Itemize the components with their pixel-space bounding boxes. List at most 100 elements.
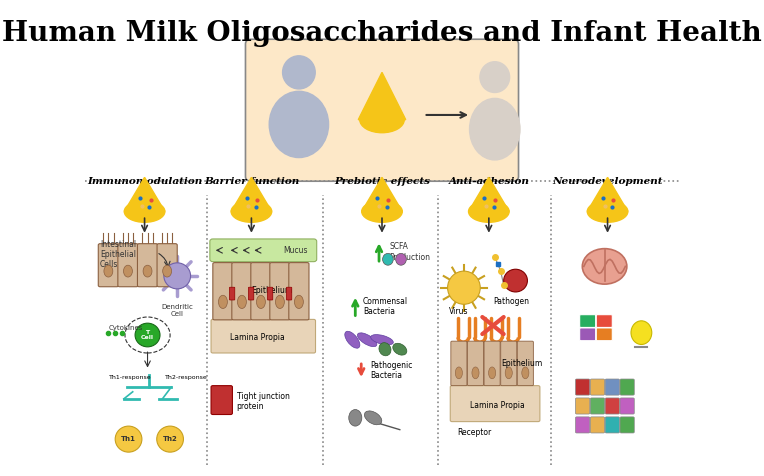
FancyBboxPatch shape (620, 417, 634, 433)
FancyBboxPatch shape (138, 244, 157, 287)
Polygon shape (468, 178, 509, 211)
Polygon shape (231, 178, 272, 211)
Ellipse shape (219, 295, 228, 308)
FancyBboxPatch shape (289, 263, 309, 320)
Ellipse shape (115, 426, 142, 452)
Ellipse shape (294, 295, 303, 308)
Ellipse shape (345, 331, 360, 348)
Ellipse shape (124, 265, 132, 277)
Ellipse shape (238, 295, 246, 308)
Polygon shape (358, 72, 406, 119)
FancyBboxPatch shape (575, 379, 590, 395)
Text: Lamina Propia: Lamina Propia (471, 401, 525, 410)
Text: Receptor: Receptor (457, 427, 491, 436)
Text: SCFA
Production: SCFA Production (389, 242, 430, 262)
Ellipse shape (383, 253, 393, 265)
Ellipse shape (472, 367, 479, 379)
FancyBboxPatch shape (575, 417, 590, 433)
Text: Human Milk Oligosaccharides and Infant Health: Human Milk Oligosaccharides and Infant H… (2, 20, 762, 47)
FancyBboxPatch shape (211, 319, 316, 353)
Ellipse shape (163, 265, 172, 277)
Ellipse shape (276, 295, 284, 308)
Text: Epithelium: Epithelium (251, 286, 293, 295)
Ellipse shape (143, 265, 152, 277)
FancyBboxPatch shape (580, 315, 596, 327)
Ellipse shape (361, 201, 403, 222)
Text: Pathogen: Pathogen (494, 297, 529, 306)
FancyBboxPatch shape (605, 417, 620, 433)
Ellipse shape (269, 91, 329, 158)
FancyBboxPatch shape (286, 287, 292, 300)
Text: Epithelium: Epithelium (501, 359, 542, 368)
Ellipse shape (371, 335, 393, 345)
Polygon shape (361, 178, 403, 211)
Text: Th2-response: Th2-response (165, 375, 208, 380)
FancyBboxPatch shape (620, 398, 634, 414)
Text: Th2: Th2 (163, 436, 177, 442)
FancyBboxPatch shape (229, 287, 235, 300)
Polygon shape (125, 178, 165, 211)
FancyBboxPatch shape (484, 341, 500, 386)
Ellipse shape (283, 56, 316, 89)
FancyBboxPatch shape (605, 379, 620, 395)
Ellipse shape (480, 62, 510, 92)
Text: Th1: Th1 (121, 436, 136, 442)
Text: T
Cell: T Cell (141, 329, 154, 340)
FancyBboxPatch shape (591, 398, 604, 414)
FancyBboxPatch shape (605, 398, 620, 414)
FancyBboxPatch shape (99, 244, 118, 287)
Ellipse shape (455, 367, 462, 379)
Ellipse shape (470, 99, 520, 160)
FancyBboxPatch shape (500, 341, 516, 386)
Ellipse shape (448, 271, 481, 304)
Text: Pathogenic
Bacteria: Pathogenic Bacteria (370, 361, 413, 380)
FancyBboxPatch shape (620, 379, 634, 395)
Ellipse shape (125, 201, 165, 222)
Polygon shape (588, 178, 628, 211)
Ellipse shape (364, 411, 382, 425)
Ellipse shape (488, 367, 496, 379)
Ellipse shape (468, 201, 509, 222)
Ellipse shape (257, 295, 265, 308)
Text: Lamina Propia: Lamina Propia (230, 333, 285, 342)
FancyBboxPatch shape (267, 287, 273, 300)
FancyBboxPatch shape (157, 244, 177, 287)
Text: Commensal
Bacteria: Commensal Bacteria (363, 297, 408, 317)
FancyBboxPatch shape (210, 239, 317, 262)
Text: Th1-response: Th1-response (109, 375, 151, 380)
Ellipse shape (360, 107, 404, 133)
FancyBboxPatch shape (248, 287, 254, 300)
FancyBboxPatch shape (451, 341, 467, 386)
Text: Dendritic
Cell: Dendritic Cell (161, 304, 193, 317)
Text: Immunomodulation: Immunomodulation (87, 177, 202, 186)
Text: Neurodevelopment: Neurodevelopment (552, 177, 663, 186)
Ellipse shape (163, 263, 190, 289)
Ellipse shape (157, 426, 183, 452)
Ellipse shape (503, 269, 527, 292)
Text: Anti-adhesion: Anti-adhesion (448, 177, 529, 186)
FancyBboxPatch shape (251, 263, 271, 320)
Ellipse shape (358, 333, 377, 347)
Ellipse shape (396, 253, 406, 265)
FancyBboxPatch shape (245, 39, 519, 181)
Text: Mucus: Mucus (283, 246, 308, 255)
Ellipse shape (582, 248, 626, 284)
FancyBboxPatch shape (270, 263, 290, 320)
Ellipse shape (522, 367, 529, 379)
FancyBboxPatch shape (591, 417, 604, 433)
Text: Tight junction
protein: Tight junction protein (237, 392, 290, 411)
FancyBboxPatch shape (517, 341, 533, 386)
Text: Barrier function: Barrier function (204, 177, 299, 186)
Ellipse shape (135, 323, 160, 347)
FancyBboxPatch shape (450, 386, 540, 422)
Ellipse shape (104, 265, 113, 277)
FancyBboxPatch shape (580, 328, 596, 341)
FancyBboxPatch shape (596, 315, 612, 327)
Text: Prebiotic effects: Prebiotic effects (334, 177, 430, 186)
FancyBboxPatch shape (231, 263, 252, 320)
Text: Cytokines: Cytokines (109, 325, 144, 331)
Ellipse shape (505, 367, 513, 379)
Ellipse shape (631, 321, 652, 345)
Ellipse shape (348, 409, 362, 426)
FancyBboxPatch shape (575, 398, 590, 414)
